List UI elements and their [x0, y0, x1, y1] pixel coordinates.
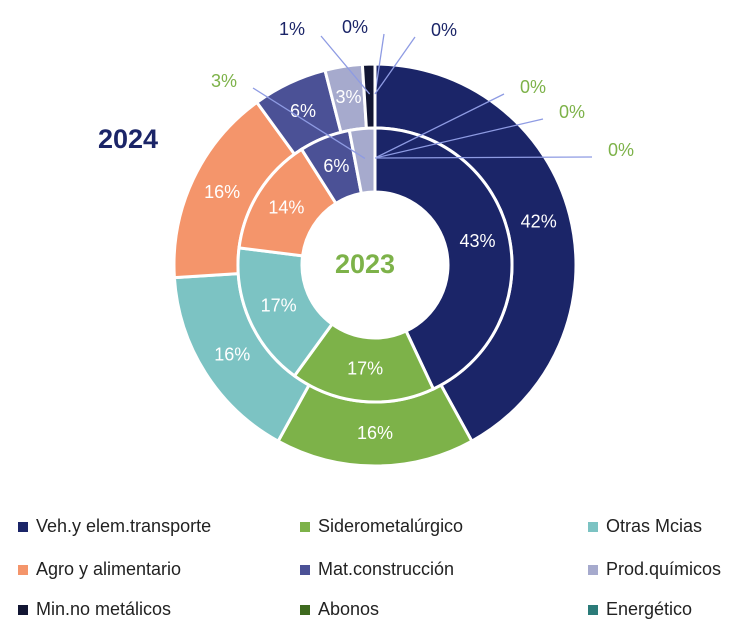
slice-label: 6%: [290, 101, 316, 121]
donut-slice: [292, 321, 436, 404]
legend-label: Abonos: [318, 599, 379, 619]
legend-label: Energético: [606, 599, 692, 619]
slice-label: 0%: [431, 20, 457, 40]
slice-label: 14%: [268, 197, 304, 217]
slice-label: 16%: [357, 423, 393, 443]
legend-label: Otras Mcias: [606, 516, 702, 536]
slice-label: 0%: [520, 77, 546, 97]
legend-swatch: [588, 605, 598, 615]
slice-label: 43%: [459, 231, 495, 251]
legend-swatch: [588, 522, 598, 532]
slice-label: 6%: [323, 156, 349, 176]
legend-label: Siderometalúrgico: [318, 516, 463, 536]
legend-swatch: [18, 522, 28, 532]
leader-line: [374, 156, 593, 159]
slice-label: 0%: [342, 17, 368, 37]
slice-label: 0%: [608, 140, 634, 160]
slice-label: 3%: [211, 71, 237, 91]
legend-label: Min.no metálicos: [36, 599, 171, 619]
slice-label: 42%: [521, 212, 557, 232]
legend-swatch: [588, 565, 598, 575]
legend-swatch: [18, 605, 28, 615]
legend-label: Mat.construcción: [318, 559, 454, 579]
slice-label: 17%: [261, 295, 297, 315]
slice-label: 3%: [336, 87, 362, 107]
legend-swatch: [300, 522, 310, 532]
leader-line: [374, 36, 416, 95]
leader-line: [320, 35, 371, 95]
slice-label: 16%: [214, 344, 250, 364]
legend-label: Agro y alimentario: [36, 559, 181, 579]
legend-swatch: [300, 605, 310, 615]
slice-label: 1%: [279, 19, 305, 39]
inner-series-label: 2023: [335, 249, 395, 279]
slice-label: 16%: [204, 182, 240, 202]
legend-label: Veh.y elem.transporte: [36, 516, 211, 536]
slice-label: 17%: [347, 358, 383, 378]
leader-line: [374, 93, 505, 159]
leader-line: [374, 118, 544, 159]
legend-swatch: [18, 565, 28, 575]
legend-swatch: [300, 565, 310, 575]
legend-label: Prod.químicos: [606, 559, 721, 579]
donut-slice: [373, 126, 514, 391]
outer-series-label: 2024: [98, 124, 158, 154]
donut-slice: [236, 246, 335, 378]
slice-label: 0%: [559, 102, 585, 122]
leader-line: [252, 87, 366, 160]
